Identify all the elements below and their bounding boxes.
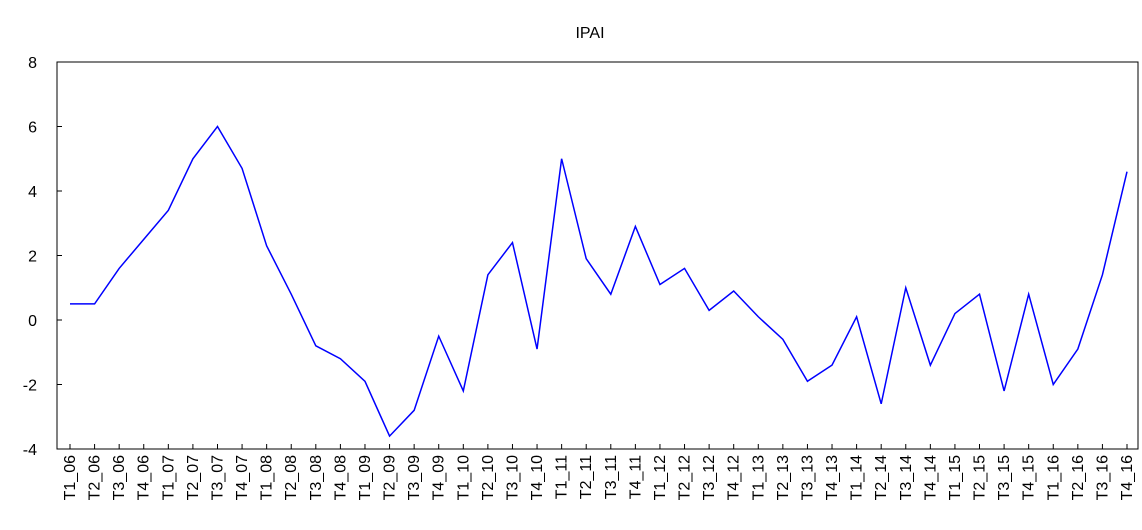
x-tick-label: T2_14 (873, 455, 890, 500)
x-tick-label: T4_09 (431, 455, 448, 500)
line-series (70, 125, 1128, 438)
x-tick-label: T1_09 (357, 455, 374, 500)
x-tick-label: T3_16 (1094, 455, 1111, 500)
x-tick-label: T3_08 (308, 455, 325, 500)
x-tick-label: T2_11 (578, 455, 595, 499)
y-tick-label: 8 (28, 55, 37, 72)
x-tick-label: T4_06 (136, 455, 153, 500)
x-tick-label: T4_12 (726, 455, 743, 500)
x-tick-label: T1_07 (160, 455, 177, 500)
x-tick-label: T1_11 (554, 455, 571, 499)
x-tick-label: T4_13 (824, 455, 841, 500)
x-tick-label: T4_08 (332, 455, 349, 500)
y-tick-label: -4 (23, 442, 37, 459)
x-tick-label: T2_16 (1070, 455, 1087, 500)
x-tick-label: T3_09 (406, 455, 423, 500)
x-tick-label: T4_15 (1021, 455, 1038, 500)
x-tick-label: T3_06 (111, 455, 128, 500)
x-tick-label: T3_14 (898, 455, 915, 500)
x-tick-label: T1_16 (1045, 455, 1062, 500)
y-tick-label: 6 (28, 120, 37, 137)
y-tick-label: 0 (28, 313, 37, 330)
x-tick-label: T3_12 (701, 455, 718, 500)
x-tick-label: T1_08 (259, 455, 276, 500)
y-tick-label: 2 (28, 249, 37, 266)
y-tick-label: -2 (23, 378, 37, 395)
x-tick-label: T4_10 (529, 455, 546, 500)
x-tick-label: T1_13 (750, 455, 767, 500)
x-tick-label: T3_13 (799, 455, 816, 500)
x-tick-label: T1_10 (455, 455, 472, 500)
x-tick-label: T4_14 (922, 455, 939, 500)
x-tick-label: T1_06 (62, 455, 79, 500)
x-tick-label: T2_09 (382, 455, 399, 500)
x-tick-label: T1_12 (652, 455, 669, 500)
y-tick-label: 4 (28, 184, 37, 201)
plot-frame (56, 61, 1139, 450)
chart-title: IPAI (575, 25, 604, 42)
x-tick-label: T4_16 (1119, 455, 1136, 500)
x-tick-label: T3_11 (603, 455, 620, 499)
x-tick-label: T3_15 (996, 455, 1013, 500)
x-tick-label: T2_06 (87, 455, 104, 500)
x-tick-label: T2_13 (775, 455, 792, 500)
x-tick-label: T4_07 (234, 455, 251, 500)
x-tick-label: T2_07 (185, 455, 202, 500)
x-tick-label: T1_14 (849, 455, 866, 500)
x-tick-label: T2_12 (677, 455, 694, 500)
x-tick-label: T4_11 (627, 455, 644, 499)
x-tick-label: T1_15 (947, 455, 964, 500)
x-tick-label: T2_10 (480, 455, 497, 500)
x-tick-label: T2_15 (972, 455, 989, 500)
x-tick-label: T3_07 (209, 455, 226, 500)
x-tick-label: T3_10 (504, 455, 521, 500)
x-tick-label: T2_08 (283, 455, 300, 500)
